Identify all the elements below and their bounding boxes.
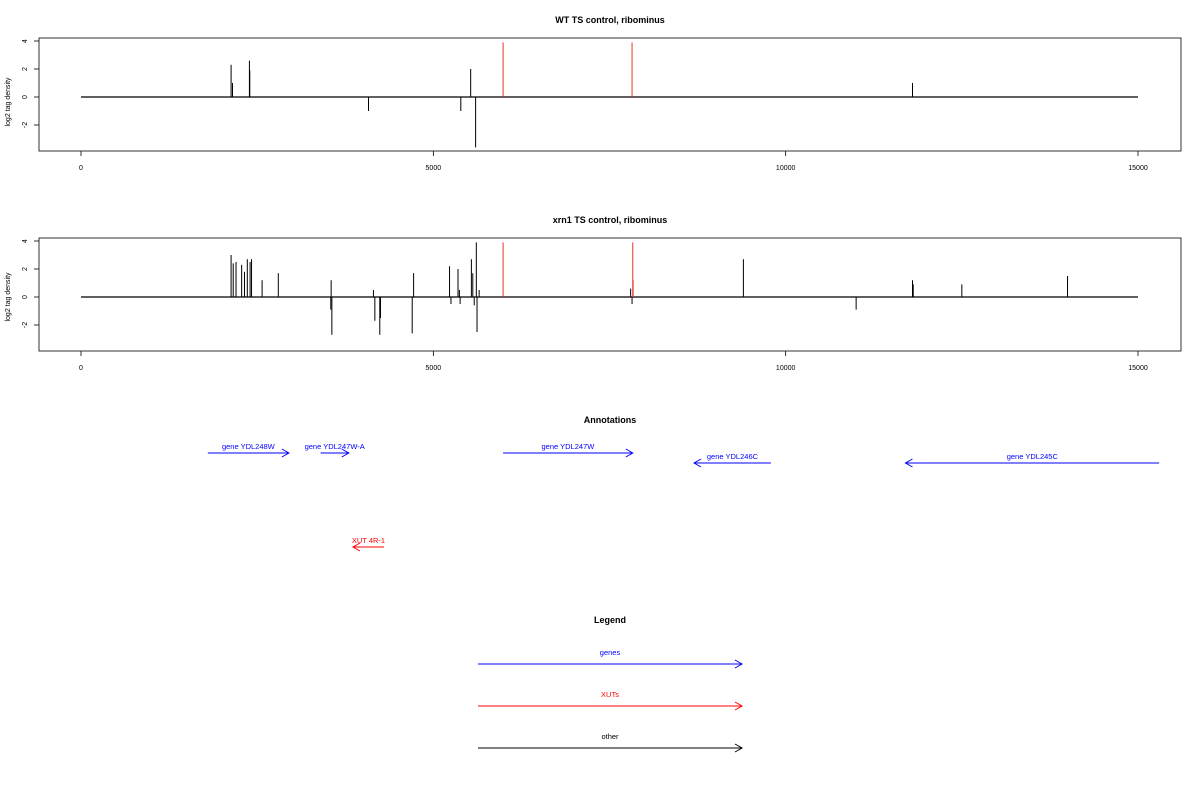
annotation-label: gene YDL247W-A [305, 442, 365, 451]
wt-track-panel: WT TS control, ribominus log2 tag densit… [5, 15, 1182, 172]
annotation-arrow-head [351, 542, 361, 552]
legend-arrow-head [734, 743, 744, 753]
x-tick-label: 0 [79, 365, 83, 372]
legend-items: genes XUTs other [478, 648, 744, 753]
y-tick-label: 2 [22, 67, 29, 71]
xrn1-track-title: xrn1 TS control, ribominus [553, 215, 668, 225]
annotation-feature: XUT 4R-1 [351, 536, 385, 552]
annotation-arrow-head [693, 458, 702, 468]
annotations-title: Annotations [584, 415, 637, 425]
wt-track-title: WT TS control, ribominus [555, 15, 665, 25]
x-tick-label: 0 [79, 165, 83, 172]
annotation-arrow-head [625, 448, 634, 458]
xrn1-axes: 0 5000 10000 15000 -2 0 2 4 [22, 239, 1148, 372]
wt-y-axis-label: log2 tag density [5, 77, 12, 127]
wt-plot-frame [38, 37, 1182, 152]
annotation-feature: gene YDL248W [207, 442, 290, 458]
y-tick-label: 4 [22, 39, 29, 43]
y-tick-label: 2 [22, 267, 29, 271]
xrn1-y-axis-label: log2 tag density [5, 272, 12, 322]
annotation-label: gene YDL248W [222, 442, 276, 451]
legend-entry: XUTs [478, 690, 744, 711]
annotations-panel: Annotations gene YDL248W gene YDL247W-A ge… [207, 415, 1160, 552]
legend-entry: genes [478, 648, 744, 669]
x-tick-label: 10000 [776, 165, 796, 172]
y-tick-label: -2 [22, 122, 29, 128]
x-tick-label: 15000 [1128, 365, 1148, 372]
wt-marks [81, 42, 1138, 148]
x-tick-label: 10000 [776, 365, 796, 372]
y-tick-label: 4 [22, 239, 29, 243]
y-tick-label: 0 [22, 295, 29, 299]
legend-arrow-head [734, 701, 744, 711]
annotation-label: gene YDL246C [707, 452, 759, 461]
legend-panel: Legend genes XUTs other [478, 615, 744, 753]
annotation-feature: gene YDL245C [904, 452, 1160, 468]
annotation-feature: gene YDL247W-A [305, 442, 365, 458]
annotation-arrow-head [281, 448, 290, 458]
x-tick-label: 5000 [426, 165, 442, 172]
x-tick-label: 5000 [426, 365, 442, 372]
legend-label: genes [600, 648, 621, 657]
annotation-label: gene YDL245C [1007, 452, 1059, 461]
x-tick-label: 15000 [1128, 165, 1148, 172]
y-tick-label: 0 [22, 95, 29, 99]
y-tick-label: -2 [22, 322, 29, 328]
annotation-arrow-head [904, 458, 913, 468]
xrn1-plot-frame [38, 237, 1182, 352]
annotation-feature: gene YDL246C [693, 452, 771, 468]
annotation-items: gene YDL248W gene YDL247W-A gene YDL247W ge… [207, 442, 1160, 552]
wt-axes: 0 5000 10000 15000 -2 0 2 4 [22, 39, 1148, 172]
xrn1-track-panel: xrn1 TS control, ribominus log2 tag dens… [5, 215, 1182, 372]
annotation-label: gene YDL247W [542, 442, 596, 451]
annotation-arrow-head [341, 448, 350, 458]
legend-title: Legend [594, 615, 626, 625]
legend-label: XUTs [601, 690, 619, 699]
annotation-label: XUT 4R-1 [352, 536, 385, 545]
annotation-feature: gene YDL247W [503, 442, 634, 458]
xrn1-marks [81, 242, 1138, 335]
legend-entry: other [478, 732, 744, 753]
legend-label: other [601, 732, 619, 741]
legend-arrow-head [734, 659, 744, 669]
